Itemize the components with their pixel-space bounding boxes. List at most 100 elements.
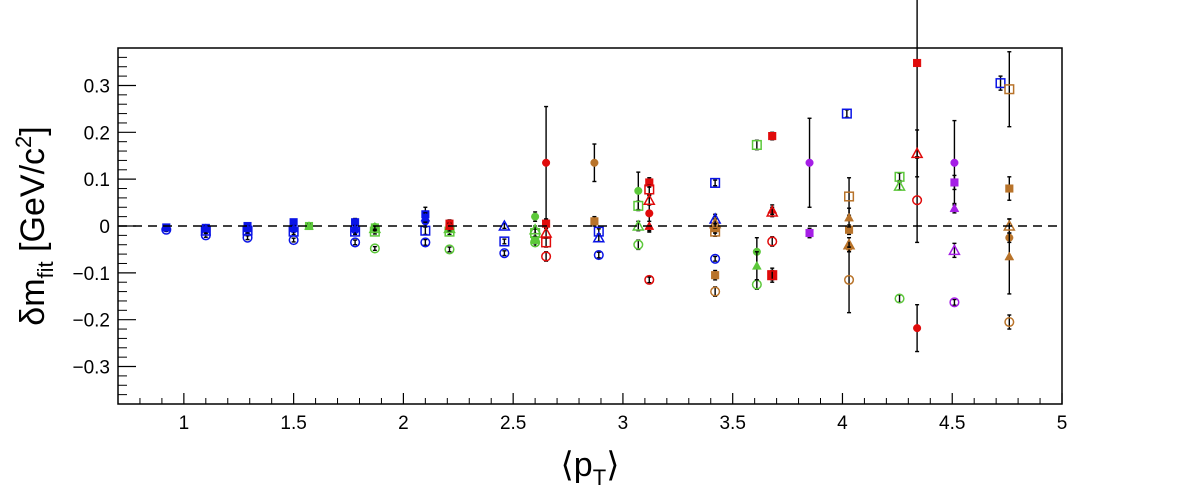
circle-marker	[593, 249, 604, 261]
x-tick-label: 2.5	[500, 413, 526, 434]
circle-marker	[912, 195, 923, 206]
y-tick-label: −0.1	[72, 264, 110, 285]
x-tick-label: 3.5	[719, 413, 745, 434]
data-point-blue-filled-triangle	[242, 223, 253, 233]
data-point-green-open-circle	[444, 244, 455, 255]
triangle-marker	[539, 226, 553, 238]
data-point-green-open-triangle	[893, 179, 906, 191]
data-point-green-open-circle	[633, 239, 644, 251]
square-marker	[841, 108, 852, 119]
data-point-green-open-square	[633, 200, 644, 212]
x-tick-label: 4	[837, 413, 848, 434]
triangle-marker	[893, 179, 906, 191]
data-point-brown-filled-triangle	[844, 207, 854, 228]
data-point-red-open-triangle	[910, 129, 924, 178]
data-point-brown-filled-square	[711, 269, 720, 281]
y-axis-title-end: ]	[14, 126, 52, 135]
data-point-brown-filled-square	[1005, 176, 1014, 201]
circle-marker	[913, 324, 922, 333]
data-point-blue-open-square	[499, 236, 510, 247]
data-point-green-filled-triangle	[751, 251, 762, 281]
data-point-blue-open-square	[420, 225, 431, 236]
x-tick-label: 2	[398, 413, 409, 434]
data-point-green-open-circle	[894, 293, 905, 304]
x-tick-label: 1.5	[280, 413, 306, 434]
circle-marker	[420, 237, 431, 248]
x-axis-title: ⟨pT⟩	[561, 446, 620, 490]
circle-marker	[710, 286, 721, 297]
x-tick-label: 1	[179, 413, 190, 434]
square-marker	[1005, 184, 1014, 193]
square-marker	[162, 223, 171, 232]
circle-marker	[710, 253, 721, 264]
triangle-marker	[1004, 251, 1015, 261]
data-point-brown-filled-square	[590, 215, 599, 227]
circle-marker	[1004, 316, 1015, 328]
square-marker	[950, 178, 959, 187]
triangle-marker	[844, 212, 854, 222]
data-points-layer	[161, 0, 1016, 353]
data-point-brown-open-circle	[844, 246, 855, 314]
triangle-marker	[420, 212, 431, 222]
triangle-marker	[948, 243, 961, 256]
data-point-red-open-square	[541, 237, 552, 248]
circle-marker	[634, 186, 643, 195]
data-point-blue-filled-triangle	[200, 223, 211, 233]
data-point-green-filled-circle	[531, 211, 540, 223]
data-point-brown-open-square	[1004, 51, 1015, 128]
circle-marker	[805, 158, 814, 167]
y-tick-label: 0.1	[84, 170, 110, 191]
data-point-red-open-triangle	[642, 193, 656, 206]
square-marker	[844, 191, 855, 202]
data-point-purple-filled-square	[805, 227, 814, 239]
data-point-purple-open-circle	[949, 297, 960, 308]
data-point-blue-filled-triangle	[288, 223, 299, 233]
y-axis-title-main: δm	[14, 278, 52, 325]
circle-marker	[844, 274, 855, 285]
x-tick-label: 3	[618, 413, 629, 434]
triangle-marker	[842, 238, 856, 250]
data-point-brown-open-circle	[1004, 314, 1015, 330]
data-point-brown-open-circle	[710, 286, 721, 297]
triangle-marker	[200, 223, 211, 233]
square-marker	[751, 139, 762, 151]
x-axis-title-end: ⟩	[606, 446, 619, 484]
square-marker	[913, 58, 922, 68]
data-point-brown-filled-circle	[590, 143, 599, 183]
data-point-blue-open-square	[841, 108, 852, 119]
triangle-marker	[751, 260, 762, 270]
circle-marker	[894, 293, 905, 304]
y-tick-label: −0.2	[72, 311, 110, 332]
square-marker	[768, 132, 777, 141]
data-point-blue-open-circle	[350, 237, 361, 248]
triangle-marker	[592, 231, 606, 243]
data-point-blue-open-triangle	[592, 231, 606, 243]
y-axis-title-superscript: 2	[11, 136, 36, 148]
data-point-blue-open-circle	[710, 253, 721, 264]
data-point-purple-filled-circle	[950, 119, 959, 206]
data-point-red-open-circle	[767, 236, 778, 247]
data-point-purple-filled-circle	[805, 117, 814, 208]
square-marker	[1004, 84, 1015, 95]
triangle-marker	[288, 223, 299, 233]
data-point-green-open-square	[751, 139, 762, 151]
data-point-blue-open-square	[995, 75, 1006, 91]
triangle-marker	[910, 146, 924, 159]
data-point-red-filled-circle	[542, 105, 551, 220]
data-point-green-open-triangle	[528, 223, 542, 235]
square-marker	[711, 271, 720, 280]
triangle-marker	[242, 223, 253, 233]
data-point-blue-open-circle	[593, 249, 604, 261]
data-point-purple-open-triangle	[948, 242, 961, 259]
data-point-red-filled-square	[768, 131, 777, 141]
data-point-red-filled-circle	[913, 303, 922, 353]
triangle-marker	[368, 221, 382, 234]
data-point-purple-filled-square	[950, 174, 959, 191]
triangle-marker	[350, 223, 361, 233]
data-point-green-open-circle	[751, 279, 762, 290]
x-axis-title-main: ⟨p	[561, 446, 593, 484]
data-point-blue-filled-triangle	[420, 212, 431, 223]
triangle-marker	[765, 205, 779, 217]
x-tick-label: 5	[1057, 413, 1068, 434]
